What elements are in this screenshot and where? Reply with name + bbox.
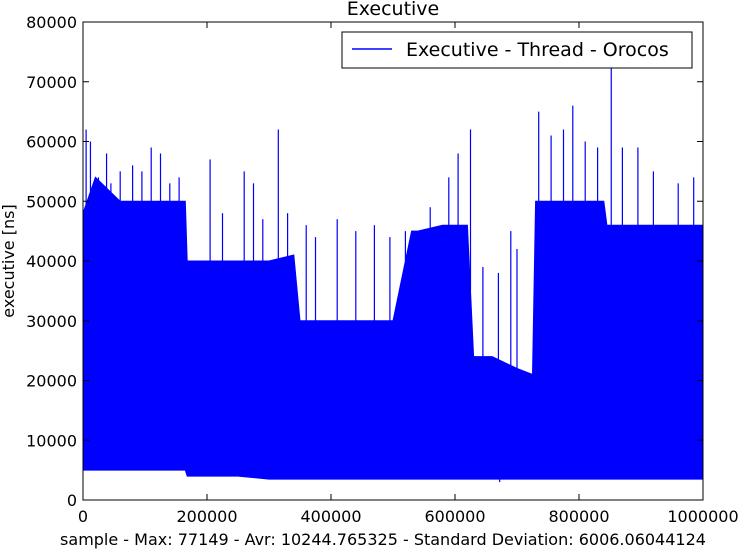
x-tick-label: 800000 — [548, 507, 609, 526]
y-axis-label: executive [ns] — [0, 204, 18, 317]
legend-entry-label: Executive - Thread - Orocos — [406, 39, 669, 61]
x-tick-label: 200000 — [176, 507, 237, 526]
x-tick-label: 0 — [78, 507, 88, 526]
y-tick-label: 50000 — [26, 192, 77, 211]
x-tick-label: 400000 — [300, 507, 361, 526]
y-tick-label: 0 — [67, 491, 77, 510]
y-tick-label: 30000 — [26, 312, 77, 331]
axes: 0 200000 400000 600000 800000 1000000 0 10000 20… — [26, 13, 739, 526]
x-axis-label: sample - Max: 77149 - Avr: 10244.765325 … — [60, 530, 706, 549]
legend: Executive - Thread - Orocos — [341, 31, 693, 69]
legend-box — [341, 31, 693, 69]
y-tick-label: 70000 — [26, 73, 77, 92]
y-tick-label: 20000 — [26, 372, 77, 391]
y-tick-label: 60000 — [26, 133, 77, 152]
chart-title: Executive — [347, 0, 440, 20]
y-tick-label: 80000 — [26, 13, 77, 32]
plot-area — [82, 39, 704, 483]
y-tick-label: 40000 — [26, 252, 77, 271]
x-tick-label: 600000 — [424, 507, 485, 526]
series-band — [82, 176, 704, 480]
y-tick-label: 10000 — [26, 431, 77, 450]
x-tick-label: 1000000 — [667, 507, 738, 526]
